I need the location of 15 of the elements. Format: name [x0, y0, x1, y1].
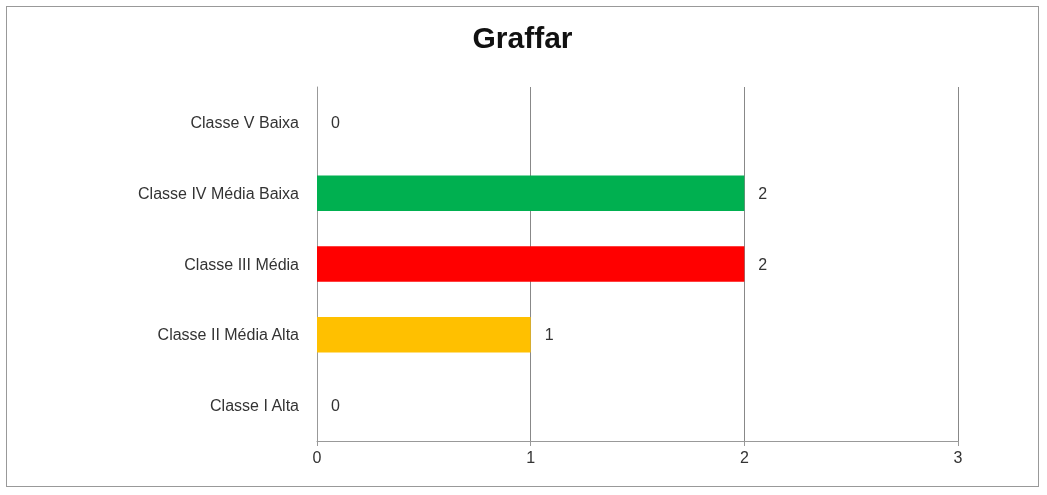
- x-tick-label: 1: [526, 448, 536, 466]
- y-tick-label: Classe V Baixa: [190, 113, 300, 131]
- x-tick-label: 3: [953, 448, 963, 466]
- data-label: 0: [331, 113, 340, 131]
- data-label: 2: [758, 184, 768, 202]
- y-tick-label: Classe III Média: [184, 255, 300, 273]
- x-tick-label: 0: [312, 448, 322, 466]
- y-tick-label: Classe IV Média Baixa: [138, 184, 300, 202]
- data-label: 0: [331, 397, 340, 415]
- y-tick-label: Classe II Média Alta: [157, 326, 300, 344]
- data-label: 2: [758, 255, 768, 273]
- chart-title: Graffar: [472, 20, 573, 54]
- y-tick-label: Classe I Alta: [210, 397, 300, 415]
- data-label: 1: [544, 326, 554, 344]
- x-tick-label: 2: [739, 448, 749, 466]
